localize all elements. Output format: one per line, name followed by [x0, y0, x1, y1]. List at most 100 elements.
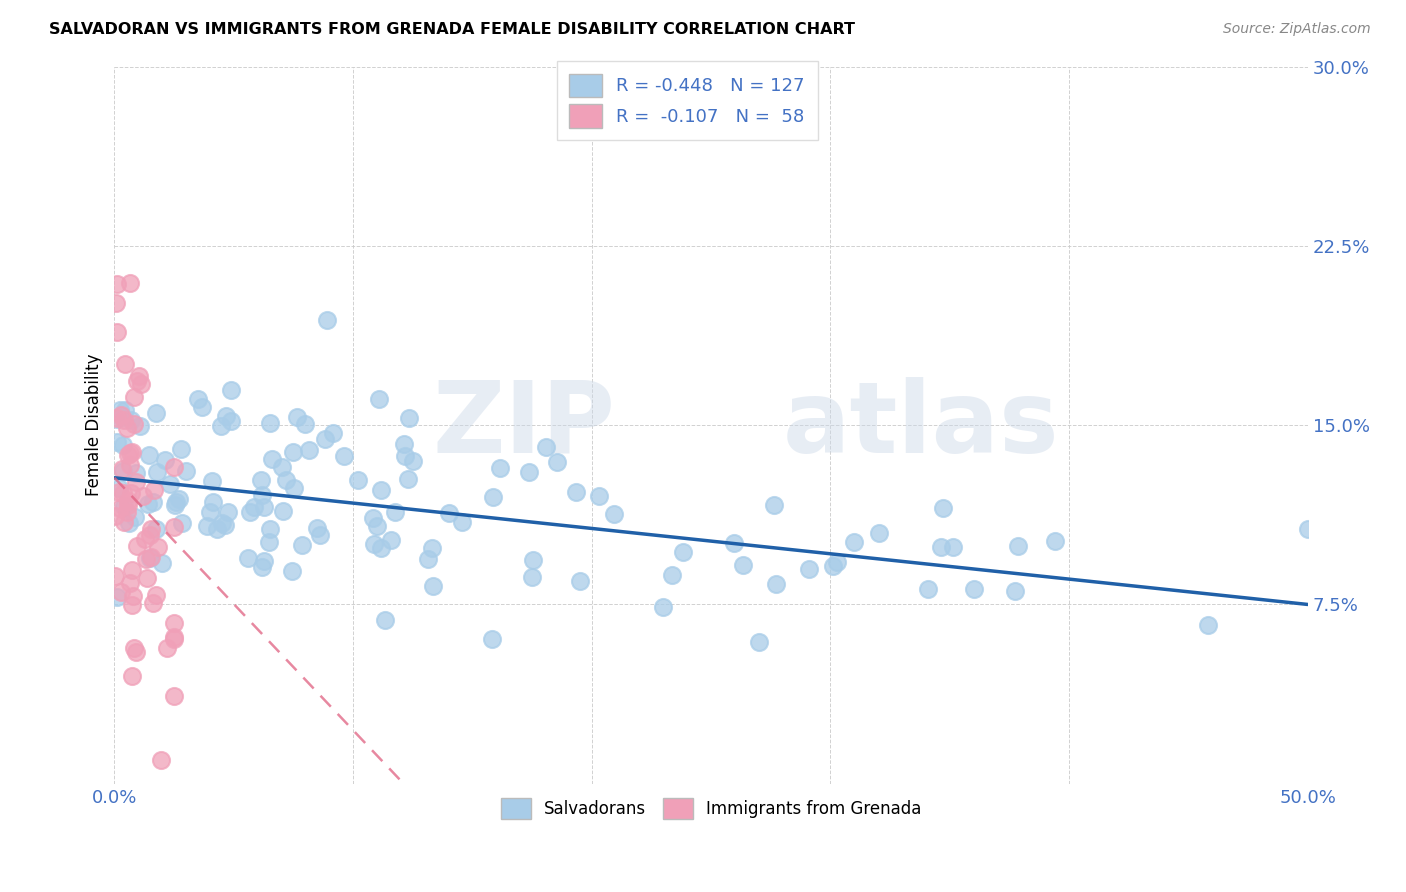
Point: [122, 417, 145, 431]
Point: [748, 635, 770, 649]
Point: [392, 437, 415, 451]
Point: [291, 537, 314, 551]
Point: [150, 753, 173, 767]
Point: [143, 483, 166, 498]
Point: [363, 536, 385, 550]
Point: [602, 508, 624, 522]
Point: [111, 462, 134, 476]
Point: [117, 498, 139, 512]
Point: [522, 553, 544, 567]
Point: [259, 522, 281, 536]
Point: [117, 516, 139, 530]
Point: [211, 516, 233, 530]
Point: [145, 588, 167, 602]
Point: [315, 313, 337, 327]
Point: [128, 419, 150, 434]
Point: [534, 440, 557, 454]
Point: [104, 509, 127, 524]
Point: [825, 555, 848, 569]
Point: [139, 550, 162, 565]
Point: [107, 484, 129, 499]
Point: [187, 392, 209, 407]
Text: Source: ZipAtlas.com: Source: ZipAtlas.com: [1223, 22, 1371, 37]
Point: [322, 426, 344, 441]
Point: [110, 408, 132, 422]
Point: [489, 460, 512, 475]
Point: [112, 413, 135, 427]
Point: [396, 472, 419, 486]
Point: [118, 276, 141, 290]
Point: [929, 540, 952, 554]
Point: [121, 598, 143, 612]
Point: [546, 455, 568, 469]
Point: [219, 383, 242, 397]
Point: [374, 614, 396, 628]
Point: [250, 559, 273, 574]
Point: [416, 552, 439, 566]
Point: [257, 534, 280, 549]
Point: [380, 533, 402, 547]
Point: [422, 579, 444, 593]
Text: SALVADORAN VS IMMIGRANTS FROM GRENADA FEMALE DISABILITY CORRELATION CHART: SALVADORAN VS IMMIGRANTS FROM GRENADA FE…: [49, 22, 855, 37]
Point: [522, 570, 544, 584]
Point: [114, 403, 136, 417]
Point: [370, 541, 392, 555]
Point: [122, 390, 145, 404]
Point: [276, 473, 298, 487]
Point: [242, 500, 264, 514]
Point: [142, 495, 165, 509]
Point: [219, 414, 242, 428]
Point: [134, 532, 156, 546]
Point: [731, 558, 754, 572]
Point: [195, 519, 218, 533]
Point: [165, 495, 187, 509]
Point: [135, 551, 157, 566]
Point: [1007, 539, 1029, 553]
Point: [114, 357, 136, 371]
Point: [252, 554, 274, 568]
Point: [105, 411, 128, 425]
Point: [868, 526, 890, 541]
Point: [214, 518, 236, 533]
Point: [368, 392, 391, 406]
Point: [1197, 618, 1219, 632]
Point: [145, 465, 167, 479]
Point: [308, 528, 330, 542]
Point: [253, 500, 276, 514]
Point: [215, 409, 238, 424]
Point: [153, 452, 176, 467]
Point: [121, 669, 143, 683]
Point: [917, 582, 939, 596]
Point: [569, 574, 592, 588]
Point: [124, 475, 146, 490]
Point: [120, 485, 142, 500]
Point: [110, 402, 132, 417]
Point: [121, 445, 143, 459]
Point: [104, 568, 127, 582]
Point: [129, 376, 152, 391]
Point: [239, 505, 262, 519]
Point: [652, 600, 675, 615]
Point: [285, 409, 308, 424]
Point: [384, 505, 406, 519]
Point: [250, 488, 273, 502]
Point: [201, 474, 224, 488]
Point: [136, 571, 159, 585]
Point: [842, 534, 865, 549]
Point: [165, 499, 187, 513]
Point: [281, 444, 304, 458]
Point: [167, 492, 190, 507]
Point: [259, 417, 281, 431]
Point: [163, 616, 186, 631]
Point: [125, 539, 148, 553]
Point: [120, 413, 142, 427]
Point: [117, 505, 139, 519]
Point: [481, 490, 503, 504]
Point: [932, 501, 955, 516]
Point: [120, 576, 142, 591]
Point: [1004, 583, 1026, 598]
Point: [105, 435, 128, 450]
Point: [163, 520, 186, 534]
Point: [305, 521, 328, 535]
Point: [198, 506, 221, 520]
